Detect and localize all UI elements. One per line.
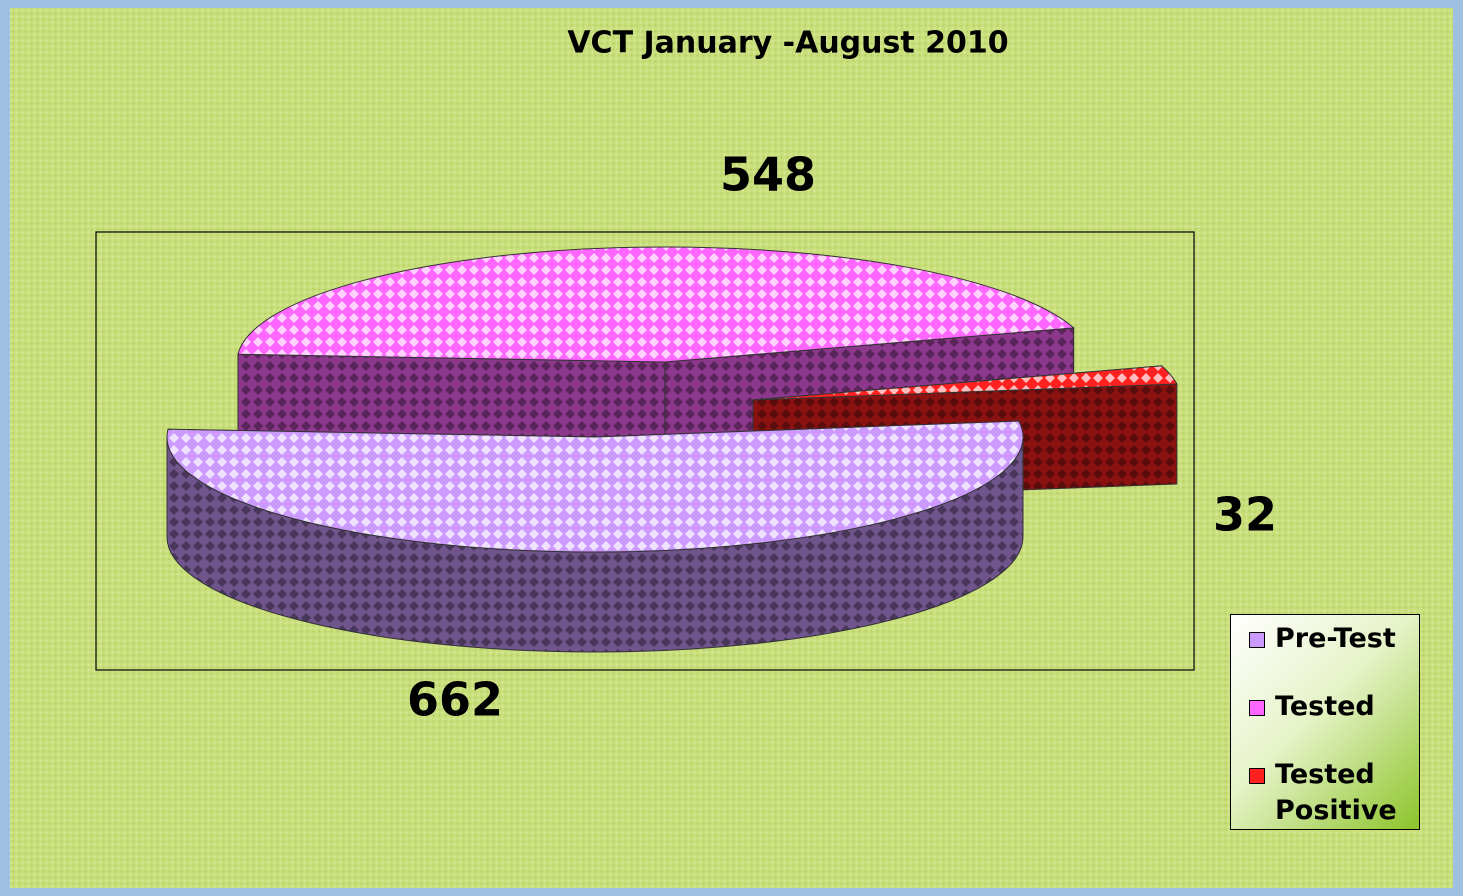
- slice-top: [237, 246, 1075, 363]
- legend-swatch: [1249, 768, 1265, 784]
- legend-item: Tested: [1237, 689, 1413, 725]
- chart-title: VCT January -August 2010: [567, 26, 1008, 61]
- legend-label: Tested Positive: [1275, 759, 1397, 826]
- slice-top: [752, 365, 1178, 401]
- data-label: 662: [407, 673, 503, 727]
- legend-item: Tested Positive: [1237, 757, 1413, 829]
- legend-swatch: [1249, 700, 1265, 716]
- data-label: 548: [720, 148, 816, 202]
- slice-top: [166, 420, 1024, 553]
- legend-item: Pre-Test: [1237, 621, 1413, 657]
- data-label: 32: [1213, 488, 1277, 542]
- legend-label: Pre-Test: [1275, 623, 1396, 654]
- legend-swatch: [1249, 632, 1265, 648]
- legend-label: Tested: [1275, 691, 1375, 722]
- plot-area: [95, 231, 1195, 671]
- legend: Pre-Test Tested Tested Positive: [1230, 614, 1420, 830]
